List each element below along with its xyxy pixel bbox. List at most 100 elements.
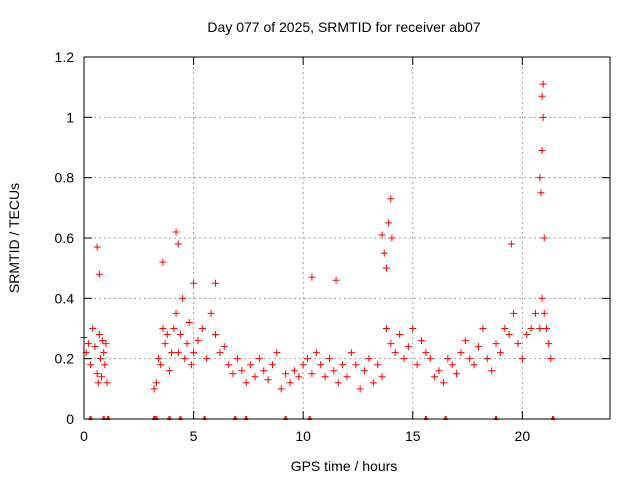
data-point [431, 373, 439, 381]
data-point [518, 355, 526, 363]
x-axis-label: GPS time / hours [291, 458, 398, 474]
data-point [400, 355, 408, 363]
data-point [103, 379, 111, 387]
y-tick-label: 1 [66, 109, 74, 125]
data-point [95, 331, 103, 339]
x-tick-label: 10 [295, 428, 311, 444]
data-point [95, 270, 103, 278]
data-point [155, 355, 163, 363]
y-tick-label: 0.4 [55, 290, 75, 306]
data-point [540, 234, 548, 242]
data-point [98, 373, 106, 381]
data-point [334, 379, 342, 387]
data-point [251, 373, 259, 381]
y-tick-label: 0.2 [55, 351, 75, 367]
data-point [295, 373, 303, 381]
data-point [387, 195, 395, 203]
data-point [466, 355, 474, 363]
data-point [168, 349, 176, 357]
data-point [374, 361, 382, 369]
data-point [404, 343, 412, 351]
grid-lines [84, 57, 610, 419]
data-point [165, 367, 173, 375]
data-point [207, 309, 215, 317]
data-point [181, 355, 189, 363]
data-point [527, 325, 535, 332]
axis-ticks: 0 0.2 0.4 0.6 0.8 1 1.2 0 5 10 15 20 [55, 49, 610, 444]
data-point [385, 219, 393, 227]
data-point [212, 331, 219, 339]
data-point [172, 228, 180, 236]
data-point [426, 355, 434, 363]
data-point [448, 361, 456, 369]
data-point [308, 273, 316, 281]
data-point [422, 349, 430, 357]
data-point [352, 361, 360, 369]
data-point [212, 279, 219, 287]
data-point [507, 240, 515, 248]
data-point [418, 337, 426, 345]
x-tick-label: 0 [80, 428, 88, 444]
data-point [93, 370, 101, 378]
data-point [475, 343, 482, 351]
data-point [174, 349, 182, 357]
data-point [382, 264, 390, 272]
data-point [312, 349, 320, 357]
data-point [317, 361, 325, 369]
data-point [242, 379, 250, 387]
data-point [461, 337, 469, 345]
data-point [308, 370, 316, 378]
data-point [439, 379, 447, 387]
x-tick-label: 15 [405, 428, 421, 444]
data-point [101, 361, 109, 369]
data-point [179, 294, 187, 302]
data-point [339, 361, 347, 369]
y-axis-label: SRMTID / TECUs [6, 183, 22, 293]
data-point [220, 343, 228, 351]
data-point [444, 355, 452, 363]
data-point [514, 340, 522, 348]
data-points [80, 80, 555, 393]
data-point [540, 309, 548, 317]
data-point [172, 309, 180, 317]
data-point [396, 331, 404, 339]
data-point [159, 258, 167, 266]
data-point [542, 325, 550, 332]
data-point [102, 340, 110, 348]
data-point [304, 355, 312, 363]
data-point [387, 340, 395, 348]
data-point [96, 355, 104, 363]
data-point [523, 331, 531, 339]
data-point [93, 243, 101, 251]
y-tick-label: 0 [66, 411, 74, 427]
data-point [538, 92, 546, 100]
data-point [457, 349, 465, 357]
data-point [369, 379, 377, 387]
data-point [185, 318, 193, 326]
chart-title: Day 077 of 2025, SRMTID for receiver ab0… [207, 19, 480, 35]
data-point [496, 349, 504, 357]
data-point [286, 379, 294, 387]
data-point [321, 373, 329, 381]
x-tick-label: 5 [190, 428, 198, 444]
data-point [100, 349, 108, 357]
data-point [190, 349, 198, 357]
data-point [233, 355, 241, 363]
data-point [89, 325, 97, 332]
y-tick-label: 0.6 [55, 230, 75, 246]
y-tick-label: 0.8 [55, 170, 75, 186]
data-point [356, 385, 364, 393]
data-point [330, 367, 338, 375]
data-point [94, 379, 102, 387]
data-point [216, 349, 224, 357]
data-point [545, 340, 553, 348]
data-point [325, 355, 333, 363]
data-point [382, 325, 390, 332]
data-point [87, 361, 95, 369]
data-point [84, 340, 92, 348]
data-point [378, 373, 386, 381]
data-point [343, 373, 351, 381]
data-point [255, 355, 263, 363]
data-point [176, 331, 184, 339]
